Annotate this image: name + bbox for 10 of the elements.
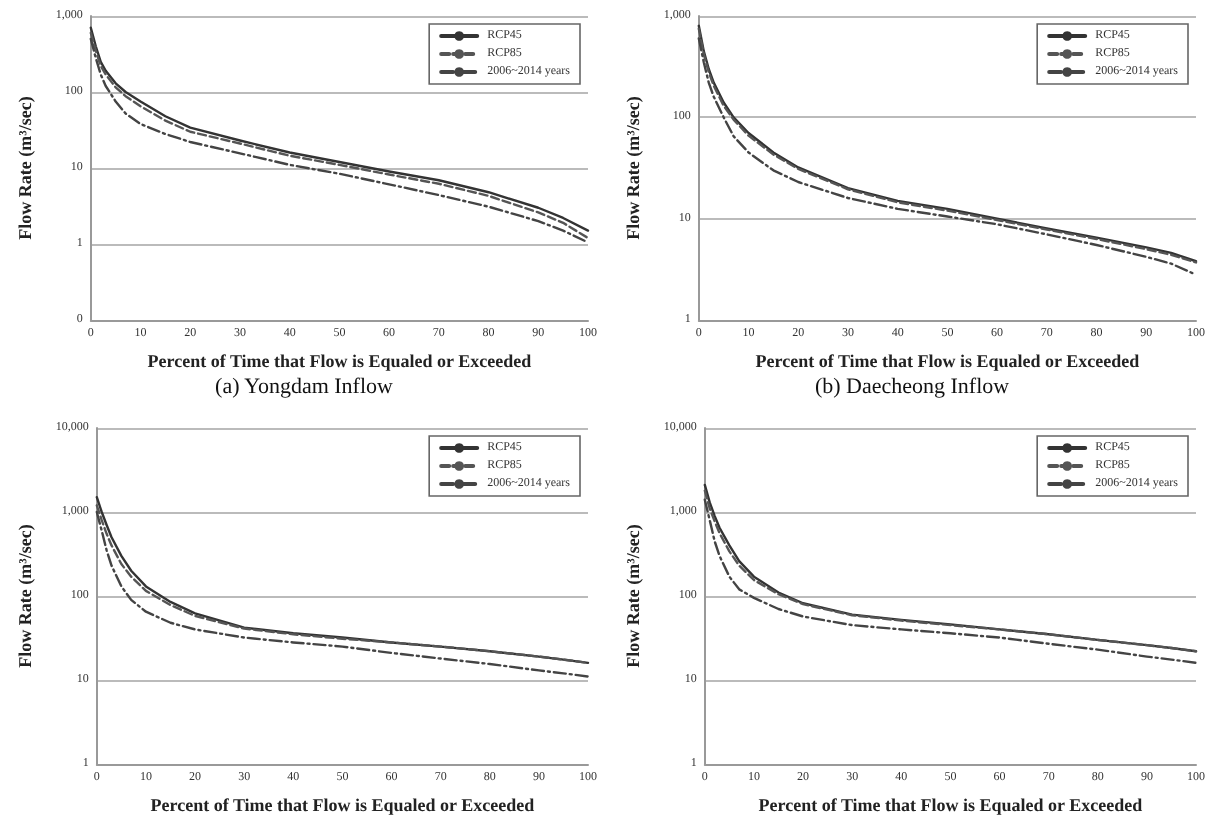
text: (b) Daecheong Inflow <box>814 375 1010 399</box>
y-axis-title: Flow Rate (m³/sec) <box>623 96 643 240</box>
x-axis-title: Percent of Time that Flow is Equaled or Exceeded <box>755 351 1140 371</box>
text: (a) Yongdam Inflow <box>215 375 394 399</box>
y-axis-title: Flow Rate (m³/sec) <box>623 524 643 668</box>
y-axis-title: Flow Rate (m³/sec) <box>15 524 35 668</box>
x-axis-title: Percent of Time that Flow is Equaled or Exceeded <box>150 795 535 815</box>
x-axis-title: Percent of Time that Flow is Equaled or Exceeded <box>758 795 1143 815</box>
x-axis-title: Percent of Time that Flow is Equaled or Exceeded <box>147 351 532 371</box>
y-axis-title: Flow Rate (m³/sec) <box>15 96 35 240</box>
